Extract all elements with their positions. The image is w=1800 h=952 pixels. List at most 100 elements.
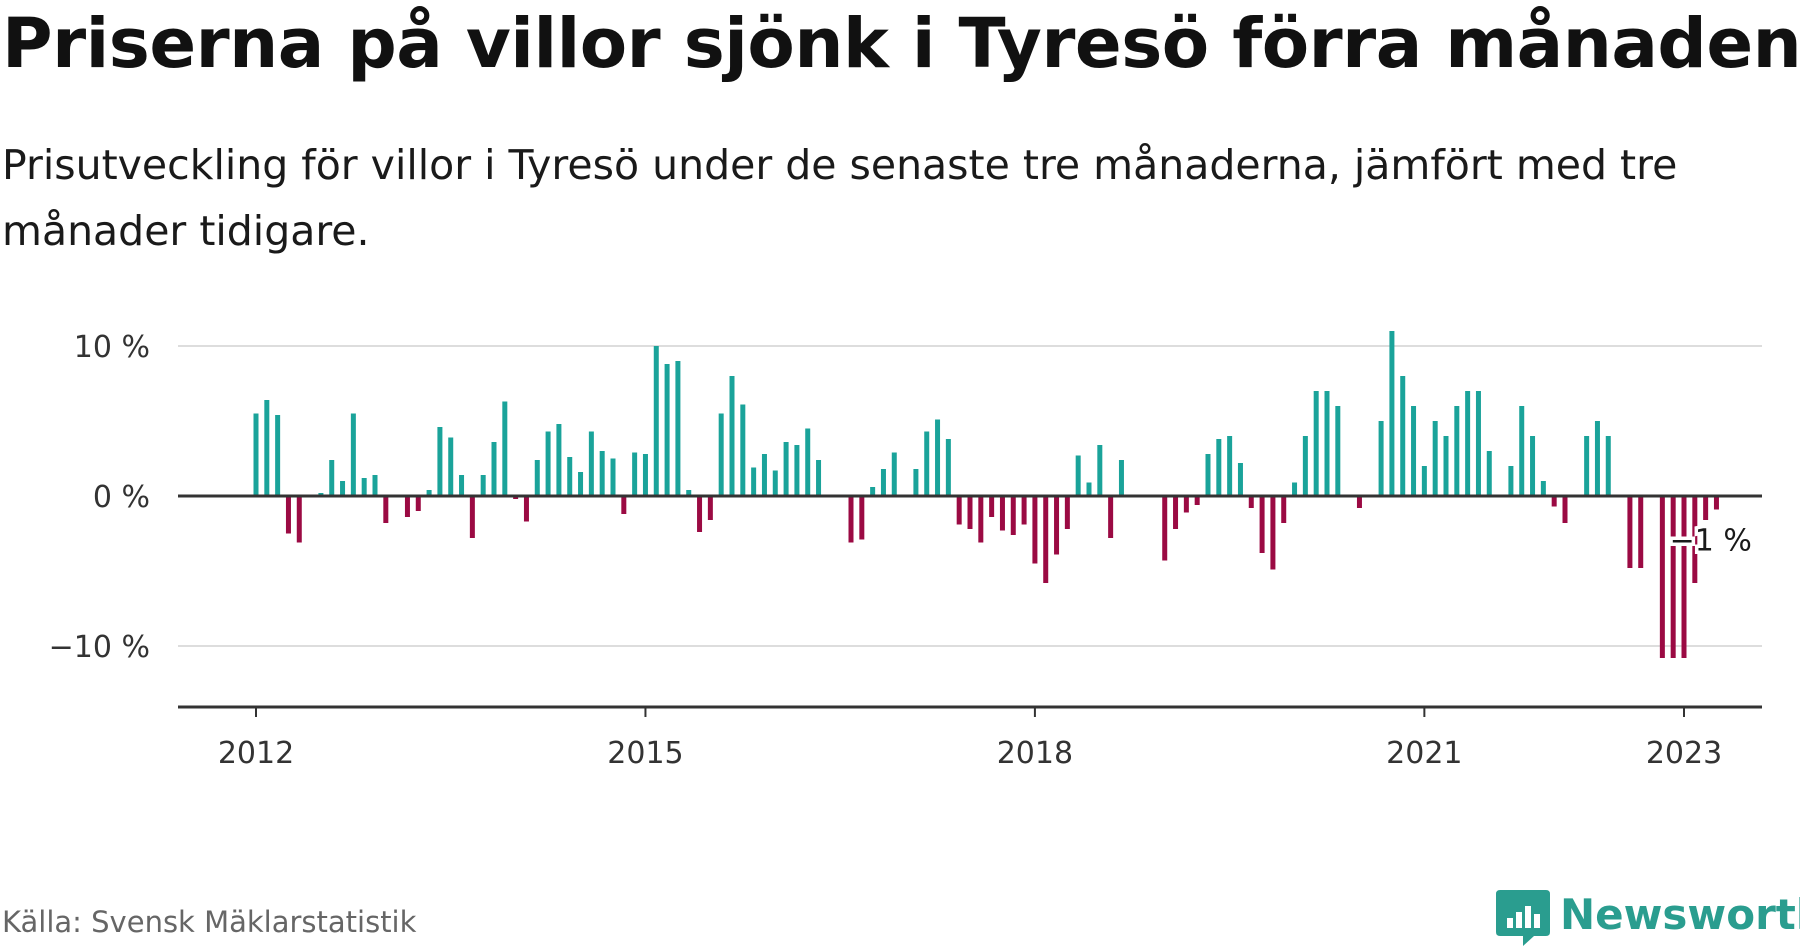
bar-negative — [1703, 496, 1709, 520]
bar-negative — [621, 496, 627, 514]
bar-positive — [1475, 391, 1481, 496]
bar-positive — [891, 452, 897, 496]
newsworthy-logo-text: Newsworthy — [1560, 890, 1800, 939]
bar-positive — [448, 437, 454, 496]
bar-positive — [1454, 406, 1460, 496]
bar-positive — [340, 481, 346, 496]
bar-negative — [1638, 496, 1644, 568]
bar-positive — [567, 457, 573, 496]
bar-positive — [1421, 466, 1427, 496]
bar-positive — [426, 490, 432, 496]
bar-negative — [1681, 496, 1687, 658]
y-tick-label: 0 % — [93, 480, 150, 515]
bar-negative — [1562, 496, 1568, 523]
chart-subtitle: Prisutveckling för villor i Tyresö under… — [2, 141, 1678, 255]
bar-positive — [805, 428, 811, 496]
bar-positive — [588, 431, 594, 496]
bar-negative — [1713, 496, 1719, 510]
bar-negative — [404, 496, 410, 517]
bar-positive — [1097, 445, 1103, 496]
bar-negative — [978, 496, 984, 543]
bar-positive — [664, 364, 670, 496]
bar-positive — [1118, 460, 1124, 496]
bar-positive — [599, 451, 605, 496]
bar-negative — [1032, 496, 1038, 564]
source-note: Källa: Svensk Mäklarstatistik — [2, 905, 417, 939]
bar-positive — [1486, 451, 1492, 496]
bar-negative — [1659, 496, 1665, 658]
bar-positive — [718, 413, 724, 496]
bar-positive — [632, 452, 638, 496]
bar-positive — [350, 413, 356, 496]
bar-positive — [437, 427, 443, 496]
price-change-bar-chart: 10 % 0 % −10 % 2012 2015 2018 2021 2023 −1 % — [49, 330, 1762, 771]
bar-positive — [1302, 436, 1308, 496]
bar-positive — [1605, 436, 1611, 496]
bar-positive — [1292, 482, 1298, 496]
bar-positive — [880, 469, 886, 496]
bar-positive — [1335, 406, 1341, 496]
bar-positive — [329, 460, 335, 496]
bar-negative — [1670, 496, 1676, 658]
bar-negative — [1183, 496, 1189, 513]
bar-positive — [794, 445, 800, 496]
bar-negative — [956, 496, 962, 525]
bars — [253, 331, 1719, 658]
bar-negative — [1010, 496, 1016, 535]
x-tick-label: 2012 — [218, 736, 294, 771]
bar-positive — [924, 431, 930, 496]
bar-negative — [285, 496, 291, 534]
bar-positive — [1227, 436, 1233, 496]
bar-negative — [707, 496, 713, 520]
bar-positive — [1075, 455, 1081, 496]
bar-positive — [1237, 463, 1243, 496]
bar-positive — [361, 478, 367, 496]
bar-negative — [1194, 496, 1200, 505]
bar-positive — [372, 475, 378, 496]
bar-negative — [523, 496, 529, 522]
bar-positive — [253, 413, 259, 496]
bar-positive — [534, 460, 540, 496]
bar-positive — [1324, 391, 1330, 496]
bar-negative — [383, 496, 389, 523]
newsworthy-logo: Newsworthy — [1494, 888, 1800, 946]
bar-negative — [1356, 496, 1362, 508]
bar-positive — [1530, 436, 1536, 496]
bar-negative — [1108, 496, 1114, 538]
bar-positive — [1432, 421, 1438, 496]
bar-positive — [480, 475, 486, 496]
bar-positive — [1465, 391, 1471, 496]
bar-positive — [545, 431, 551, 496]
bar-negative — [469, 496, 475, 538]
bar-positive — [491, 442, 497, 496]
bar-positive — [1086, 482, 1092, 496]
bar-positive — [1205, 454, 1211, 496]
bar-negative — [1054, 496, 1060, 555]
bar-positive — [1519, 406, 1525, 496]
bar-negative — [1021, 496, 1027, 525]
bar-negative — [1248, 496, 1254, 508]
bar-positive — [1400, 376, 1406, 496]
last-value-label: −1 % — [1670, 524, 1752, 559]
x-tick-label: 2021 — [1386, 736, 1462, 771]
bar-negative — [999, 496, 1005, 531]
bar-positive — [1389, 331, 1395, 496]
bar-negative — [848, 496, 854, 543]
y-tick-label: −10 % — [49, 630, 150, 665]
bar-positive — [1216, 439, 1222, 496]
x-tick-label: 2023 — [1646, 736, 1722, 771]
bar-positive — [935, 419, 941, 496]
bar-negative — [859, 496, 865, 540]
bar-positive — [751, 467, 757, 496]
bar-positive — [275, 415, 281, 496]
bar-positive — [761, 454, 767, 496]
bar-positive — [1313, 391, 1319, 496]
bar-positive — [264, 400, 270, 496]
bar-positive — [740, 404, 746, 496]
bar-negative — [296, 496, 302, 543]
bar-positive — [556, 424, 562, 496]
bar-positive — [1594, 421, 1600, 496]
bar-positive — [642, 454, 648, 496]
bar-positive — [729, 376, 735, 496]
bar-negative — [1173, 496, 1179, 529]
